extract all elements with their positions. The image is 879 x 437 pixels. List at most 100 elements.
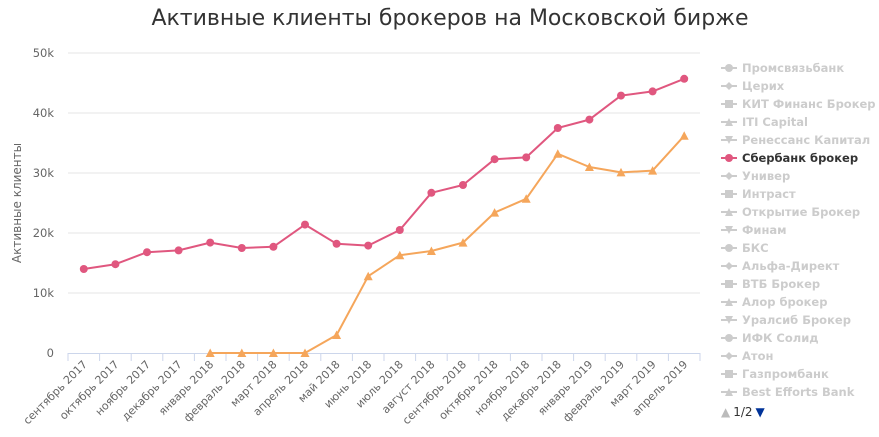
diamond-icon [721, 171, 742, 181]
legend-item-label: Уралсиб Брокер [742, 313, 851, 327]
x-tick-label: апрель 2019 [630, 358, 691, 419]
legend-page-indicator: 1/2 [733, 405, 753, 419]
data-point[interactable] [269, 242, 278, 251]
legend-item[interactable]: ITI Capital [721, 113, 879, 131]
legend-item[interactable]: Сбербанк брокер [721, 149, 879, 167]
triangle-down-icon [721, 135, 742, 145]
data-point[interactable] [174, 246, 183, 255]
circle-icon [721, 153, 742, 163]
legend-item[interactable]: Универ [721, 167, 879, 185]
data-point[interactable] [364, 241, 373, 250]
data-point[interactable] [332, 330, 342, 340]
data-point[interactable] [680, 74, 689, 83]
legend-item[interactable]: Открытие Брокер [721, 203, 879, 221]
data-point[interactable] [648, 166, 658, 175]
legend-item[interactable]: ВТБ Брокер [721, 275, 879, 293]
data-point[interactable] [490, 208, 500, 217]
series-layer [79, 74, 689, 358]
legend-item[interactable]: Уралсиб Брокер [721, 311, 879, 329]
data-point[interactable] [111, 260, 120, 269]
legend-item-label: КИТ Финанс Брокер [742, 97, 876, 111]
legend-item[interactable]: Интраст [721, 185, 879, 203]
legend-page-up-icon[interactable]: ▲ [721, 405, 731, 419]
legend-item-label: Универ [742, 169, 791, 183]
data-point[interactable] [553, 124, 562, 132]
data-point[interactable] [648, 87, 657, 96]
legend-item-label: Атон [742, 349, 774, 363]
data-point[interactable] [206, 238, 215, 247]
circle-icon [721, 243, 742, 253]
legend-item-label: Церих [742, 79, 785, 93]
legend-item[interactable]: БКС [721, 239, 879, 257]
legend-item[interactable]: Ренессанс Капитал [721, 131, 879, 149]
y-tick-label: 0 [47, 346, 54, 360]
legend-item-label: Best Efforts Bank [742, 385, 855, 399]
data-point[interactable] [617, 91, 625, 100]
diamond-icon [721, 261, 742, 271]
chart-title: Активные клиенты брокеров на Московской … [151, 6, 749, 31]
data-point[interactable] [301, 220, 309, 229]
legend-item[interactable]: Промсвязьбанк [721, 59, 879, 77]
legend-item-label: Промсвязьбанк [742, 61, 845, 75]
legend-item[interactable]: КИТ Финанс Брокер [721, 95, 879, 113]
legend-item[interactable]: Церих [721, 77, 879, 95]
legend-item[interactable]: Атон [721, 347, 879, 365]
data-point[interactable] [237, 244, 246, 252]
legend-item-label: Алор брокер [742, 295, 828, 309]
legend-item-label: Ренессанс Капитал [742, 133, 871, 147]
legend-item-label: ВТБ Брокер [742, 277, 821, 291]
data-point[interactable] [268, 348, 278, 358]
square-icon [721, 99, 742, 109]
legend-item[interactable]: Best Efforts Bank [721, 383, 879, 401]
data-point[interactable] [427, 188, 436, 197]
legend-pagination: ▲ 1/2 ▼ [721, 405, 765, 419]
data-point[interactable] [490, 155, 499, 164]
data-point[interactable] [143, 248, 151, 257]
data-point[interactable] [426, 246, 436, 256]
legend-item-label: ИФК Солид [742, 331, 819, 345]
diamond-icon [721, 81, 742, 91]
series-line [83, 77, 685, 270]
legend-item-label: Открытие Брокер [742, 205, 861, 219]
legend-item[interactable]: Алор брокер [721, 293, 879, 311]
square-icon [721, 279, 742, 289]
data-point[interactable] [459, 181, 467, 189]
data-point[interactable] [584, 162, 594, 172]
legend-page-down-icon[interactable]: ▼ [755, 405, 765, 419]
triangle-down-icon [721, 225, 742, 235]
y-tick-label: 50k [33, 46, 55, 60]
data-point[interactable] [395, 226, 404, 234]
data-point[interactable] [553, 149, 563, 158]
data-point[interactable] [522, 153, 531, 162]
legend-item[interactable]: Газпромбанк [721, 365, 879, 383]
y-tick-label: 10k [33, 286, 55, 300]
legend-item-label: Газпромбанк [742, 367, 829, 381]
legend-item-label: Финам [742, 223, 787, 237]
y-tick-label: 20k [33, 226, 55, 240]
circle-icon [721, 333, 742, 343]
legend-item-label: Альфа-Директ [742, 259, 840, 273]
data-point[interactable] [332, 239, 341, 248]
data-point[interactable] [585, 115, 594, 124]
square-icon [721, 189, 742, 199]
data-point[interactable] [458, 238, 468, 247]
data-point[interactable] [300, 348, 310, 358]
data-point[interactable] [521, 194, 531, 203]
legend: Промсвязьбанк Церих КИТ Финанс Брокер ITI C… [721, 59, 879, 401]
legend-item[interactable]: Финам [721, 221, 879, 239]
gridlines [68, 52, 700, 294]
data-point[interactable] [395, 250, 405, 260]
legend-item[interactable]: ИФК Солид [721, 329, 879, 347]
data-point[interactable] [616, 167, 626, 177]
legend-item[interactable]: Альфа-Директ [721, 257, 879, 275]
data-point[interactable] [79, 265, 88, 273]
y-tick-label: 40k [33, 106, 55, 120]
series-line [210, 135, 685, 354]
diamond-icon [721, 351, 742, 361]
square-icon [721, 369, 742, 379]
data-point[interactable] [205, 348, 215, 358]
data-point[interactable] [237, 348, 247, 358]
triangle-icon [721, 207, 742, 217]
data-point[interactable] [363, 271, 373, 281]
data-point[interactable] [679, 131, 689, 140]
